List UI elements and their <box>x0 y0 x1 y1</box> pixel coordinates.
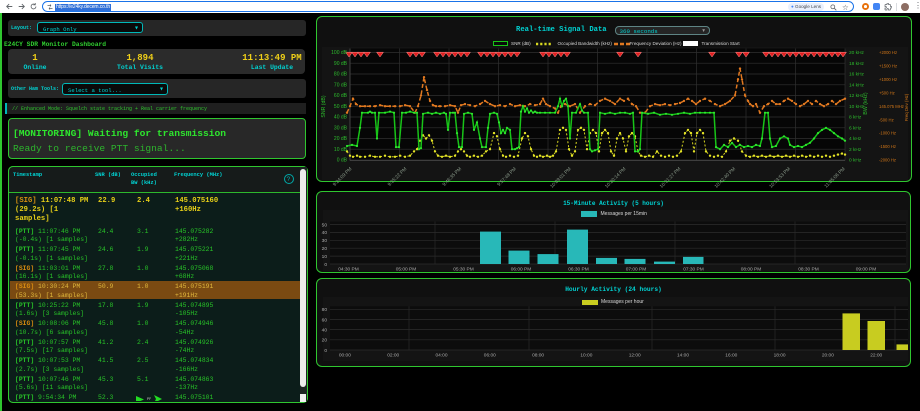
svg-text:08:00: 08:00 <box>532 353 544 359</box>
svg-text:80 dB: 80 dB <box>334 72 348 78</box>
svg-text:05:30 PM: 05:30 PM <box>453 266 474 272</box>
svg-text:02:00: 02:00 <box>387 353 399 359</box>
svg-text:20: 20 <box>322 338 328 344</box>
svg-text:20:00: 20:00 <box>822 353 834 359</box>
svg-text:12 kHz: 12 kHz <box>849 93 865 99</box>
svg-text:07:30 PM: 07:30 PM <box>683 266 704 272</box>
svg-text:14:00: 14:00 <box>677 353 689 359</box>
svg-text:09:00 PM: 09:00 PM <box>856 266 877 272</box>
svg-text:30 dB: 30 dB <box>334 125 348 131</box>
svg-text:50 dB: 50 dB <box>334 104 348 110</box>
svg-text:16 kHz: 16 kHz <box>849 72 865 78</box>
svg-text:+1000 Hz: +1000 Hz <box>879 77 897 82</box>
svg-text:2 kHz: 2 kHz <box>849 147 862 153</box>
svg-text:0 dB: 0 dB <box>337 158 348 164</box>
svg-text:22:00: 22:00 <box>870 353 882 359</box>
svg-text:30: 30 <box>322 238 328 244</box>
svg-text:0 kHz: 0 kHz <box>849 158 862 164</box>
svg-text:20 dB: 20 dB <box>334 136 348 142</box>
svg-text:PF: PF <box>147 398 151 402</box>
svg-text:07:00 PM: 07:00 PM <box>626 266 647 272</box>
svg-text:-500 Hz: -500 Hz <box>879 117 894 122</box>
svg-text:Freq Dev (Hz): Freq Dev (Hz) <box>904 93 909 121</box>
svg-text:00:00: 00:00 <box>339 353 351 359</box>
svg-text:60 dB: 60 dB <box>334 93 348 99</box>
svg-text:40: 40 <box>322 327 328 333</box>
svg-text:18 kHz: 18 kHz <box>849 61 865 67</box>
svg-text:40 dB: 40 dB <box>334 115 348 121</box>
svg-text:70 dB: 70 dB <box>334 83 348 89</box>
svg-text:60: 60 <box>322 317 328 323</box>
svg-text:12:00: 12:00 <box>629 353 641 359</box>
svg-text:-1500 Hz: -1500 Hz <box>879 144 896 149</box>
svg-text:0: 0 <box>324 262 327 268</box>
svg-text:4 kHz: 4 kHz <box>849 136 862 142</box>
svg-text:08:00 PM: 08:00 PM <box>741 266 762 272</box>
svg-text:10: 10 <box>322 254 328 260</box>
svg-text:06:00 PM: 06:00 PM <box>511 266 532 272</box>
svg-text:+500 Hz: +500 Hz <box>879 90 895 95</box>
svg-text:06:00: 06:00 <box>484 353 496 359</box>
svg-text:08:30 PM: 08:30 PM <box>798 266 819 272</box>
svg-text:16:00: 16:00 <box>725 353 737 359</box>
svg-text:80: 80 <box>322 307 328 313</box>
svg-text:10 kHz: 10 kHz <box>849 104 865 110</box>
svg-text:BW (kHz): BW (kHz) <box>863 92 869 114</box>
svg-text:10:00: 10:00 <box>580 353 592 359</box>
svg-text:04:30 PM: 04:30 PM <box>338 266 359 272</box>
svg-text:20 kHz: 20 kHz <box>849 50 865 56</box>
svg-text:0: 0 <box>324 348 327 354</box>
svg-text:SNR (dB): SNR (dB) <box>321 95 327 117</box>
svg-text:06:30 PM: 06:30 PM <box>568 266 589 272</box>
svg-text:-1000 Hz: -1000 Hz <box>879 131 896 136</box>
svg-text:100 dB: 100 dB <box>331 50 348 56</box>
svg-text:05:00 PM: 05:00 PM <box>396 266 417 272</box>
svg-text:10 dB: 10 dB <box>334 147 348 153</box>
svg-text:18:00: 18:00 <box>774 353 786 359</box>
svg-text:50: 50 <box>322 222 328 228</box>
svg-text:-2000 Hz: -2000 Hz <box>879 158 896 163</box>
svg-text:20: 20 <box>322 246 328 252</box>
svg-text:6 kHz: 6 kHz <box>849 125 862 131</box>
svg-text:145.075 MHz: 145.075 MHz <box>879 104 904 109</box>
svg-text:+2000 Hz: +2000 Hz <box>879 50 897 55</box>
svg-text:04:00: 04:00 <box>435 353 447 359</box>
svg-text:8 kHz: 8 kHz <box>849 115 862 121</box>
svg-text:14 kHz: 14 kHz <box>849 83 865 89</box>
svg-text:40: 40 <box>322 230 328 236</box>
svg-text:+1500 Hz: +1500 Hz <box>879 64 897 69</box>
svg-text:90 dB: 90 dB <box>334 61 348 67</box>
